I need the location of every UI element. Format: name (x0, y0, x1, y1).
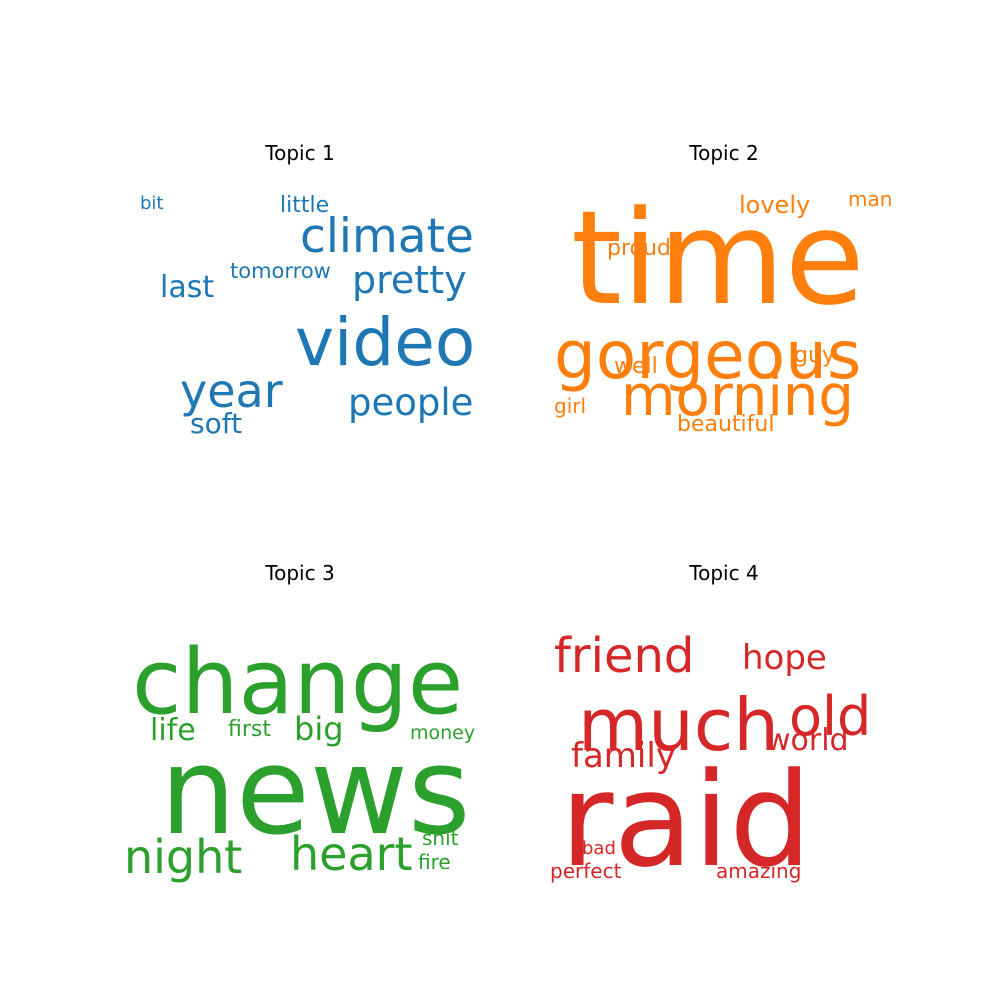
word-time: time (571, 182, 865, 334)
word-change: change (132, 630, 463, 735)
word-heart: heart (290, 827, 413, 881)
word-pretty: pretty (352, 258, 467, 302)
word-guy: guy (794, 343, 835, 368)
word-climate: climate (300, 209, 474, 264)
word-much: much (578, 683, 779, 767)
word-well: well (614, 354, 658, 379)
topic-1-title: Topic 1 (265, 141, 335, 165)
word-first: first (228, 717, 271, 742)
word-shit: shit (422, 826, 459, 850)
word-news: news (160, 723, 471, 862)
word-soft: soft (190, 407, 242, 440)
topic-1-wordcloud: video climate people year pretty last soft tomo… (140, 193, 475, 440)
word-big: big (294, 710, 344, 748)
word-life: life (150, 713, 196, 748)
word-raid: raid (560, 744, 812, 895)
word-year: year (180, 364, 283, 418)
word-little: little (280, 193, 329, 218)
word-perfect: perfect (550, 859, 622, 883)
word-video: video (295, 304, 475, 381)
word-amazing: amazing (716, 859, 801, 883)
word-friend: friend (554, 628, 694, 684)
word-people: people (348, 381, 473, 424)
word-tomorrow: tomorrow (230, 259, 331, 283)
word-world: world (766, 723, 849, 758)
word-beautiful: beautiful (677, 412, 774, 437)
word-old: old (789, 685, 871, 748)
word-morning: morning (621, 364, 854, 429)
word-money: money (410, 722, 475, 744)
topic-3-title: Topic 3 (265, 561, 335, 585)
word-lovely: lovely (739, 191, 810, 219)
word-night: night (124, 830, 242, 884)
word-gorgeous: gorgeous (554, 317, 861, 394)
word-proud: proud (607, 236, 671, 261)
word-bad: bad (582, 838, 616, 859)
word-bit: bit (140, 193, 163, 214)
word-girl: girl (554, 394, 586, 418)
topic-4-title: Topic 4 (689, 561, 759, 585)
word-man: man (848, 187, 892, 211)
word-hope: hope (742, 638, 827, 678)
topic-2-title: Topic 2 (689, 141, 759, 165)
word-last: last (160, 270, 214, 305)
word-family: family (571, 736, 676, 776)
word-fire: fire (418, 850, 451, 874)
